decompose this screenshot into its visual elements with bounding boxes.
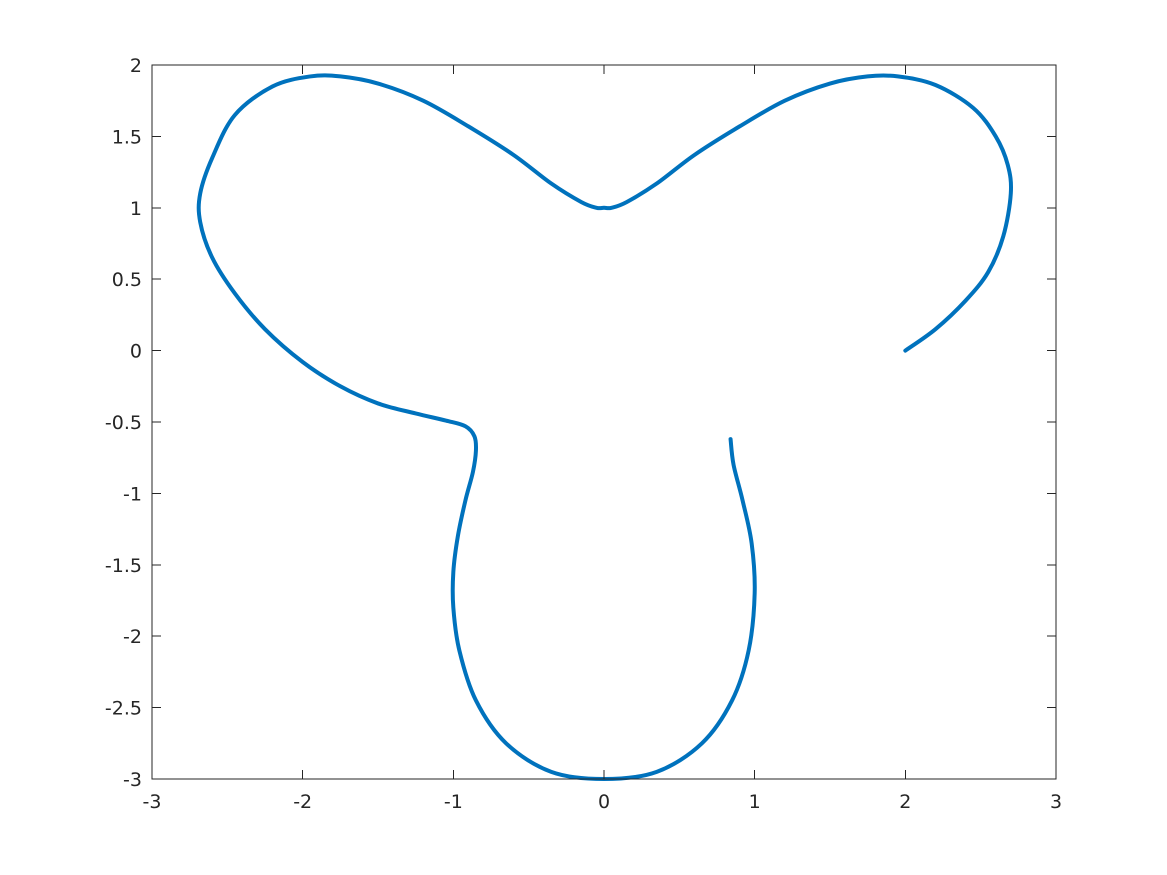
tick-labels-layer: -3 -2 -1 0 1 2 3 2 1.5 1 0.5 0 -0.5 -1 -1.5 -2 -2.5 -3 xyxy=(105,55,1062,813)
y-tick-label: 2 xyxy=(130,55,142,77)
series-line xyxy=(196,73,1013,781)
x-tick-label: 1 xyxy=(749,791,761,813)
x-tick-label: 0 xyxy=(598,791,610,813)
x-tick-label: -2 xyxy=(293,791,312,813)
y-tick-label: 0.5 xyxy=(112,269,142,291)
y-tick-label: -1 xyxy=(123,483,142,505)
x-tick-label: 2 xyxy=(899,791,911,813)
y-tick-label: 0 xyxy=(130,341,142,363)
y-tick-label: -2 xyxy=(123,626,142,648)
y-tick-label: -1.5 xyxy=(105,555,142,577)
x-tick-label: -3 xyxy=(143,791,162,813)
x-tick-label: 3 xyxy=(1050,791,1062,813)
y-tick-label: 1 xyxy=(130,198,142,220)
ticks-layer xyxy=(151,64,1057,780)
y-tick-label: -2.5 xyxy=(105,698,142,720)
y-tick-label: 1.5 xyxy=(112,126,142,148)
axes-box xyxy=(151,64,1057,780)
series-layer xyxy=(196,73,1013,781)
y-tick-label: -0.5 xyxy=(105,412,142,434)
x-tick-label: -1 xyxy=(444,791,463,813)
y-tick-label: -3 xyxy=(123,769,142,791)
